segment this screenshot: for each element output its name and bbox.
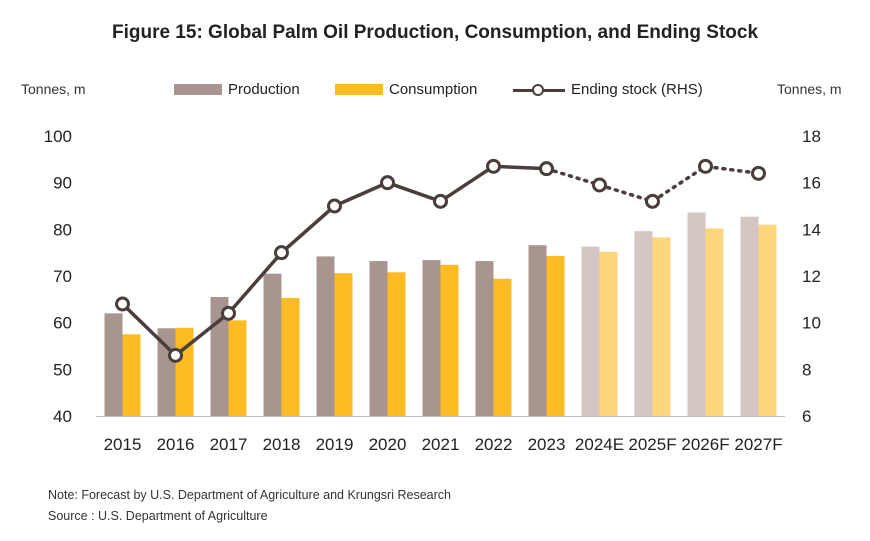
x-tick-2023: 2023 xyxy=(528,435,566,454)
ending-stock-point-2016 xyxy=(168,347,183,363)
y-left-tick-60: 60 xyxy=(53,314,72,333)
y-left-tick-90: 90 xyxy=(53,174,72,193)
y-left-tick-100: 100 xyxy=(44,127,72,146)
bar-consumption-2025F xyxy=(652,237,671,416)
y-right-tick-6: 6 xyxy=(802,407,811,426)
ending-stock-point-2022 xyxy=(486,158,501,174)
legend-swatch-consumption xyxy=(335,84,383,95)
x-tick-2020: 2020 xyxy=(369,435,407,454)
ending-stock-point-2024E xyxy=(592,177,607,193)
ending-stock-point-2025F xyxy=(645,193,660,209)
bar-consumption-2027F xyxy=(758,224,777,416)
bar-consumption-2018 xyxy=(281,297,300,416)
bar-production-2019 xyxy=(316,256,335,416)
bar-production-2027F xyxy=(740,216,759,416)
bar-production-2023 xyxy=(528,245,547,416)
bar-consumption-2019 xyxy=(334,273,353,416)
x-tick-2016: 2016 xyxy=(157,435,195,454)
bar-consumption-2021 xyxy=(440,264,459,416)
x-tick-2026F: 2026F xyxy=(681,435,729,454)
legend: Production Consumption Ending stock (RHS… xyxy=(0,81,870,101)
x-tick-2025F: 2025F xyxy=(628,435,676,454)
ending-stock-point-2017 xyxy=(221,305,236,321)
bar-production-2017 xyxy=(210,297,229,416)
x-tick-2017: 2017 xyxy=(210,435,248,454)
bar-consumption-2015 xyxy=(122,334,141,416)
y-right-tick-12: 12 xyxy=(802,267,821,286)
y-right-tick-8: 8 xyxy=(802,360,811,379)
x-tick-2024E: 2024E xyxy=(575,435,624,454)
y-left-tick-40: 40 xyxy=(53,407,72,426)
x-tick-2021: 2021 xyxy=(422,435,460,454)
bar-production-2015 xyxy=(104,313,123,416)
ending-stock-point-2020 xyxy=(380,175,395,191)
y-right-tick-16: 16 xyxy=(802,174,821,193)
bar-consumption-2024E xyxy=(599,251,618,416)
ending-stock-point-2023 xyxy=(539,161,554,177)
y-left-tick-80: 80 xyxy=(53,220,72,239)
bar-consumption-2020 xyxy=(387,272,406,416)
source-note: Source : U.S. Department of Agriculture xyxy=(48,509,268,523)
y-right-tick-14: 14 xyxy=(802,220,821,239)
y-right-tick-18: 18 xyxy=(802,127,821,146)
legend-line-ending-stock xyxy=(513,83,565,96)
bar-production-2024E xyxy=(581,246,600,416)
ending-stock-point-2015 xyxy=(115,296,130,312)
x-tick-2019: 2019 xyxy=(316,435,354,454)
legend-item-consumption: Consumption xyxy=(335,81,477,98)
ending-stock-point-2021 xyxy=(433,193,448,209)
bar-production-2022 xyxy=(475,261,494,416)
y-left-tick-50: 50 xyxy=(53,360,72,379)
bar-production-2025F xyxy=(634,231,653,416)
ending-stock-point-2019 xyxy=(327,198,342,214)
footnote: Note: Forecast by U.S. Department of Agr… xyxy=(48,488,451,502)
ending-stock-point-2018 xyxy=(274,245,289,261)
legend-swatch-production xyxy=(174,84,222,95)
legend-item-ending-stock: Ending stock (RHS) xyxy=(513,81,703,98)
legend-label-ending-stock: Ending stock (RHS) xyxy=(571,81,703,98)
bar-production-2018 xyxy=(263,273,282,416)
right-axis-unit: Tonnes, m xyxy=(777,81,842,97)
bar-consumption-2026F xyxy=(705,228,724,416)
y-left-tick-70: 70 xyxy=(53,267,72,286)
chart-title: Figure 15: Global Palm Oil Production, C… xyxy=(111,22,759,43)
left-axis-unit: Tonnes, m xyxy=(21,81,86,97)
bar-production-2020 xyxy=(369,261,388,416)
bar-production-2021 xyxy=(422,260,441,416)
y-right-tick-10: 10 xyxy=(802,314,821,333)
ending-stock-point-2026F xyxy=(698,158,713,174)
x-tick-2018: 2018 xyxy=(263,435,301,454)
legend-item-production: Production xyxy=(174,81,300,98)
legend-label-consumption: Consumption xyxy=(389,81,478,98)
x-tick-2022: 2022 xyxy=(475,435,513,454)
bar-production-2026F xyxy=(687,212,706,416)
x-tick-2027F: 2027F xyxy=(734,435,782,454)
bar-consumption-2023 xyxy=(546,255,565,416)
x-tick-2015: 2015 xyxy=(104,435,142,454)
legend-label-production: Production xyxy=(228,81,300,98)
ending-stock-point-2027F xyxy=(751,165,766,181)
bar-consumption-2022 xyxy=(493,278,512,416)
bar-consumption-2017 xyxy=(228,320,247,416)
